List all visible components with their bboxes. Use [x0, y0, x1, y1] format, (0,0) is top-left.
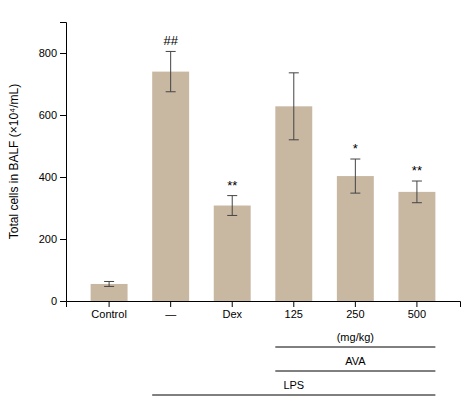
tick-label: 500 — [408, 308, 426, 320]
tick-mark — [60, 53, 66, 54]
tick: 500 — [408, 301, 426, 320]
error-cap — [227, 195, 237, 196]
tick-label: — — [165, 308, 176, 320]
tick-label: 125 — [285, 308, 303, 320]
annotation: ** — [227, 178, 237, 193]
error-cap — [289, 72, 299, 73]
tick: 200 — [39, 233, 66, 245]
tick: 400 — [39, 171, 66, 183]
error-cap — [104, 286, 114, 287]
error-bar — [166, 51, 176, 91]
bar — [152, 72, 189, 301]
y-axis: 0 200 400 600 800 — [39, 23, 67, 308]
tick-mark — [232, 301, 233, 307]
annotation: * — [353, 141, 358, 156]
error-cap — [289, 139, 299, 140]
tick-mark — [170, 301, 171, 307]
tick-mark — [60, 239, 66, 240]
tick-label: Control — [91, 308, 126, 320]
bar — [91, 284, 128, 301]
error-line — [170, 51, 171, 91]
bar — [337, 176, 374, 301]
error-cap — [166, 51, 176, 52]
marks — [91, 51, 436, 301]
tick-label: 250 — [346, 308, 364, 320]
tick: 125 — [285, 301, 303, 320]
bracket-line — [152, 395, 435, 396]
plot: Control — Dex 125 250 500 0 200 400 600 800 Total c… — [7, 23, 461, 396]
tick-label: 200 — [39, 233, 57, 245]
error-cap — [412, 202, 422, 203]
tick-mark — [60, 301, 66, 302]
tick: 0 — [51, 295, 66, 307]
error-cap — [104, 281, 114, 282]
axis-line — [67, 302, 461, 308]
annotation: ** — [412, 163, 422, 178]
error-line — [232, 196, 233, 216]
x-axis: Control — Dex 125 250 500 — [67, 301, 461, 320]
bracket-label: LPS — [283, 379, 304, 391]
error-cap — [350, 193, 360, 194]
chart: Control — Dex 125 250 500 0 200 400 600 800 Total c… — [0, 0, 474, 401]
error-line — [355, 159, 356, 193]
error-bar — [104, 281, 114, 286]
tick: 600 — [39, 109, 66, 121]
error-line — [109, 281, 110, 286]
axis-line — [60, 23, 67, 302]
tick-mark — [60, 115, 66, 116]
tick: — — [165, 301, 176, 320]
error-bar — [289, 73, 299, 140]
bracket-line — [275, 371, 435, 372]
error-bar — [227, 196, 237, 216]
tick-label: 800 — [39, 47, 57, 59]
bracket-label: AVA — [345, 355, 366, 367]
y-axis-title: Total cells in BALF (×10⁴/mL) — [7, 84, 21, 240]
tick-mark — [109, 301, 110, 307]
bracket-label: (mg/kg) — [337, 331, 374, 343]
bar — [214, 206, 251, 301]
annotation: ## — [163, 33, 178, 48]
tick-label: 600 — [39, 109, 57, 121]
tick-mark — [60, 177, 66, 178]
error-cap — [350, 159, 360, 160]
error-cap — [166, 91, 176, 92]
tick-label: 400 — [39, 171, 57, 183]
tick-mark — [355, 301, 356, 307]
error-line — [416, 181, 417, 203]
tick-label: 0 — [51, 295, 57, 307]
error-bar — [412, 181, 422, 203]
bracket-line — [275, 347, 435, 348]
error-bar — [350, 159, 360, 193]
tick-mark — [416, 301, 417, 307]
bar — [398, 192, 435, 301]
error-line — [293, 73, 294, 140]
tick: Control — [91, 301, 126, 320]
tick-mark — [293, 301, 294, 307]
tick: 250 — [346, 301, 364, 320]
tick-label: Dex — [222, 308, 242, 320]
tick: Dex — [222, 301, 242, 320]
error-cap — [227, 215, 237, 216]
tick: 800 — [39, 47, 66, 59]
error-cap — [412, 181, 422, 182]
